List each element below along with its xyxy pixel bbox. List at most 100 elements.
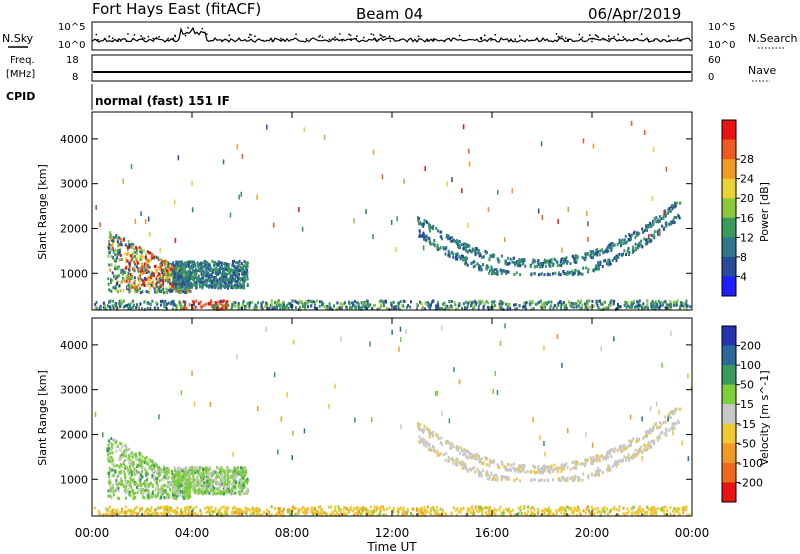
scatter-cell	[120, 479, 123, 483]
noise-cell	[582, 138, 585, 144]
scatter-cell	[133, 480, 136, 484]
scatter-cell	[102, 513, 105, 517]
nsearch-dot	[249, 33, 251, 36]
power-colorbar-label: Power [dB]	[758, 182, 771, 242]
scatter-cell	[203, 490, 206, 494]
scatter-cell	[682, 509, 685, 513]
scatter-cell	[655, 513, 658, 517]
scatter-cell	[114, 470, 117, 474]
scatter-cell	[108, 236, 111, 240]
scatter-cell	[188, 466, 191, 470]
scatter-cell	[143, 461, 146, 465]
scatter-cell	[640, 305, 643, 309]
scatter-cell	[124, 266, 127, 270]
scatter-cell	[494, 272, 497, 275]
scatter-cell	[145, 266, 148, 270]
nsearch-dot	[584, 40, 586, 43]
scatter-cell	[174, 263, 177, 267]
scatter-cell	[202, 477, 205, 481]
scatter-cell	[224, 280, 227, 283]
scatter-cell	[179, 489, 182, 493]
scatter-cell	[165, 476, 168, 480]
scatter-cell	[499, 505, 502, 509]
scatter-cell	[187, 263, 190, 267]
scatter-cell	[188, 487, 191, 491]
scatter-cell	[314, 301, 317, 304]
nsearch-dot	[479, 37, 482, 39]
scatter-cell	[553, 513, 556, 517]
scatter-cell	[98, 512, 100, 516]
scatter-cell	[345, 507, 348, 510]
scatter-cell	[151, 474, 154, 477]
scatter-cell	[662, 217, 665, 220]
noise-cell	[395, 247, 397, 252]
scatter-cell	[146, 301, 149, 305]
scatter-cell	[584, 255, 587, 258]
scatter-cell	[235, 270, 238, 274]
scatter-cell	[135, 303, 138, 307]
noise-cell	[174, 237, 177, 243]
scatter-cell	[675, 303, 678, 307]
scatter-cell	[134, 284, 136, 288]
scatter-cell	[134, 496, 137, 500]
scatter-cell	[190, 260, 193, 264]
scatter-cell	[597, 263, 600, 267]
scatter-cell	[507, 256, 510, 260]
scatter-cell	[265, 302, 268, 305]
scatter-cell	[195, 505, 198, 509]
scatter-cell	[407, 304, 410, 308]
scatter-cell	[121, 268, 124, 272]
scatter-cell	[602, 508, 605, 512]
scatter-cell	[180, 260, 183, 264]
scatter-cell	[119, 289, 122, 293]
scatter-cell	[417, 216, 419, 220]
scatter-cell	[119, 448, 122, 452]
scatter-cell	[481, 510, 484, 514]
scatter-cell	[456, 306, 459, 310]
scatter-cell	[136, 256, 139, 260]
scatter-cell	[164, 299, 167, 303]
scatter-cell	[288, 302, 291, 306]
scatter-cell	[550, 258, 553, 262]
scatter-cell	[618, 241, 621, 245]
scatter-cell	[213, 489, 216, 493]
scatter-cell	[125, 277, 128, 281]
scatter-cell	[145, 488, 148, 492]
scatter-cell	[140, 475, 143, 478]
scatter-cell	[508, 302, 511, 306]
scatter-cell	[219, 508, 222, 512]
scatter-cell	[663, 300, 666, 304]
scatter-cell	[192, 508, 194, 512]
scatter-cell	[181, 474, 184, 478]
scatter-cell	[685, 508, 688, 512]
scatter-cell	[199, 509, 202, 512]
scatter-cell	[509, 512, 512, 516]
scatter-cell	[222, 513, 225, 517]
scatter-cell	[122, 450, 125, 453]
scatter-cell	[632, 245, 635, 249]
scatter-cell	[260, 304, 263, 308]
y-tick-label: 3000	[60, 178, 88, 191]
scatter-cell	[560, 306, 563, 310]
nsearch-dot	[167, 37, 169, 40]
scatter-cell	[139, 271, 142, 275]
scatter-cell	[546, 301, 549, 305]
scatter-cell	[645, 228, 648, 232]
nsearch-dot	[647, 39, 650, 41]
scatter-cell	[192, 271, 195, 275]
noise-cell	[468, 148, 470, 154]
scatter-cell	[124, 505, 127, 509]
scatter-cell	[224, 272, 227, 276]
scatter-cell	[454, 303, 457, 307]
scatter-cell	[200, 305, 203, 309]
scatter-cell	[123, 459, 126, 463]
scatter-cell	[180, 512, 183, 516]
scatter-cell	[213, 281, 216, 285]
scatter-cell	[173, 466, 176, 470]
scatter-cell	[190, 485, 193, 489]
scatter-cell	[537, 259, 540, 262]
scatter-cell	[179, 264, 182, 268]
scatter-cell	[607, 258, 610, 262]
scatter-cell	[156, 469, 159, 473]
noise-cell	[229, 212, 232, 218]
